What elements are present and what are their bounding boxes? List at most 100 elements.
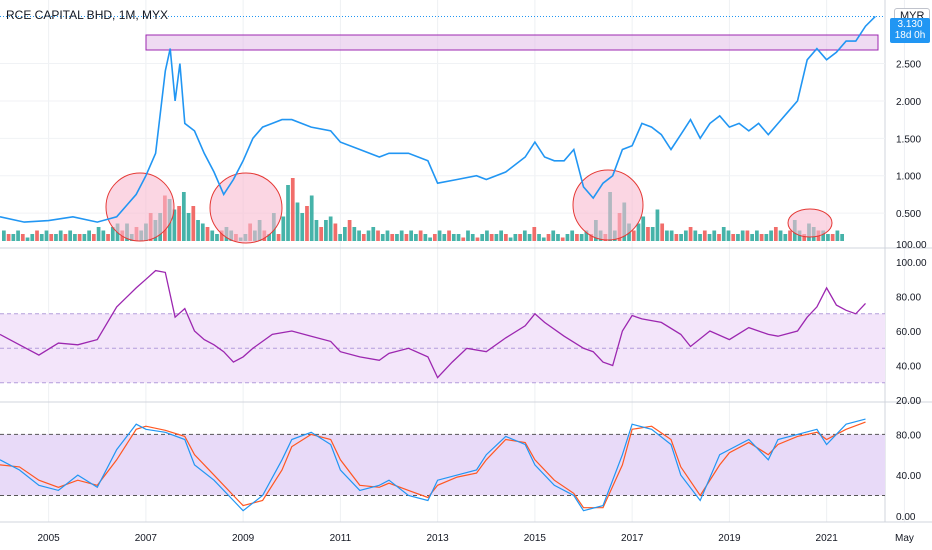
volume-bar (494, 234, 499, 241)
volume-bar (504, 234, 508, 241)
volume-bar (215, 234, 219, 241)
volume-bar (319, 227, 324, 241)
volume-bar (20, 234, 25, 241)
price-axis-label: 2.000 (896, 97, 921, 108)
volume-bar (575, 234, 579, 241)
volume-bar (721, 227, 726, 241)
time-axis-label: 2013 (427, 533, 450, 544)
volume-bar (480, 234, 485, 241)
volume-bar (191, 206, 196, 241)
volume-bar (499, 230, 504, 241)
rsi-axis-label: 40.00 (896, 362, 921, 373)
volume-bar (96, 227, 101, 241)
volume-bar (395, 234, 399, 241)
volume-bar (432, 234, 437, 241)
rsi-axis-label: 100.00 (896, 258, 927, 269)
volume-bar (101, 230, 106, 241)
volume-bar (584, 230, 589, 241)
highlight-circle (572, 169, 644, 241)
volume-bar (423, 234, 428, 241)
volume-bar (650, 227, 655, 241)
volume-bar (740, 230, 745, 241)
volume-bar (769, 230, 773, 241)
volume-bar (91, 234, 96, 241)
symbol-title[interactable]: RCE CAPITAL BHD, 1M, MYX (6, 8, 169, 22)
last-price-value: 3.130 (897, 19, 923, 30)
volume-bar (290, 178, 295, 241)
volume-bar (537, 234, 541, 241)
volume-bar (447, 230, 451, 241)
price-axis-label: 2.500 (896, 60, 921, 71)
volume-bar (821, 230, 826, 241)
volume-bar (475, 237, 480, 241)
time-axis-label: 2009 (232, 533, 255, 544)
volume-bar (726, 230, 731, 241)
volume-bar (518, 234, 522, 241)
volume-bar (210, 230, 215, 241)
volume-bar (409, 230, 414, 241)
volume-bar (281, 216, 286, 241)
volume-bar (267, 234, 271, 241)
volume-bar (2, 230, 6, 241)
volume-bar (442, 234, 447, 241)
highlight-circle (105, 172, 175, 242)
volume-bar (636, 223, 641, 241)
volume-bar (679, 234, 683, 241)
volume-bar (205, 227, 210, 241)
volume-bar (674, 234, 679, 241)
volume-bar (87, 230, 91, 241)
volume-bar (461, 237, 466, 241)
volume-bar (759, 234, 764, 241)
time-axis-label: 2021 (816, 533, 839, 544)
volume-bar (826, 234, 830, 241)
volume-bar (589, 234, 593, 241)
volume-bar (466, 230, 470, 241)
volume-bar (314, 220, 319, 241)
volume-bar (16, 230, 20, 241)
volume-bar (110, 227, 115, 241)
volume-bar (418, 230, 423, 241)
time-axis-label: 2015 (524, 533, 547, 544)
volume-bar (731, 234, 736, 241)
volume-bar (802, 234, 807, 241)
volume-bar (631, 230, 636, 241)
volume-bar (551, 230, 556, 241)
volume-bar (508, 237, 513, 241)
volume-bar (783, 234, 788, 241)
volume-bar (276, 234, 281, 241)
volume-bar (835, 230, 840, 241)
volume-bar (361, 234, 366, 241)
volume-bar (181, 192, 186, 241)
price-axis-label: 1.000 (896, 172, 921, 183)
volume-bar (399, 230, 404, 241)
volume-bar (556, 234, 560, 241)
volume-bar (390, 234, 395, 241)
volume-bar (371, 227, 376, 241)
time-axis-label: May (895, 533, 914, 544)
volume-bar (44, 230, 49, 241)
stoch-k-line (0, 418, 866, 512)
volume-bar (541, 237, 546, 241)
volume-bar (683, 230, 688, 241)
time-axis-label: 2011 (330, 533, 352, 544)
time-axis-label: 2007 (135, 533, 158, 544)
volume-bar (300, 213, 305, 241)
volume-bar (665, 230, 669, 241)
volume-bar (736, 234, 740, 241)
volume-bar (745, 230, 750, 241)
volume-bar (560, 237, 565, 241)
volume-bar (385, 230, 390, 241)
stoch-axis-label: 80.00 (896, 430, 921, 441)
highlight-rectangle (145, 34, 879, 51)
volume-bar (196, 220, 200, 241)
volume-bar (717, 234, 721, 241)
volume-bar (186, 213, 191, 241)
volume-bar (333, 223, 338, 241)
volume-bar (693, 230, 698, 241)
time-axis-label: 2019 (718, 533, 741, 544)
volume-bar (698, 234, 702, 241)
volume-bar (451, 234, 456, 241)
volume-bar (579, 234, 584, 241)
time-axis-label: 2005 (38, 533, 61, 544)
